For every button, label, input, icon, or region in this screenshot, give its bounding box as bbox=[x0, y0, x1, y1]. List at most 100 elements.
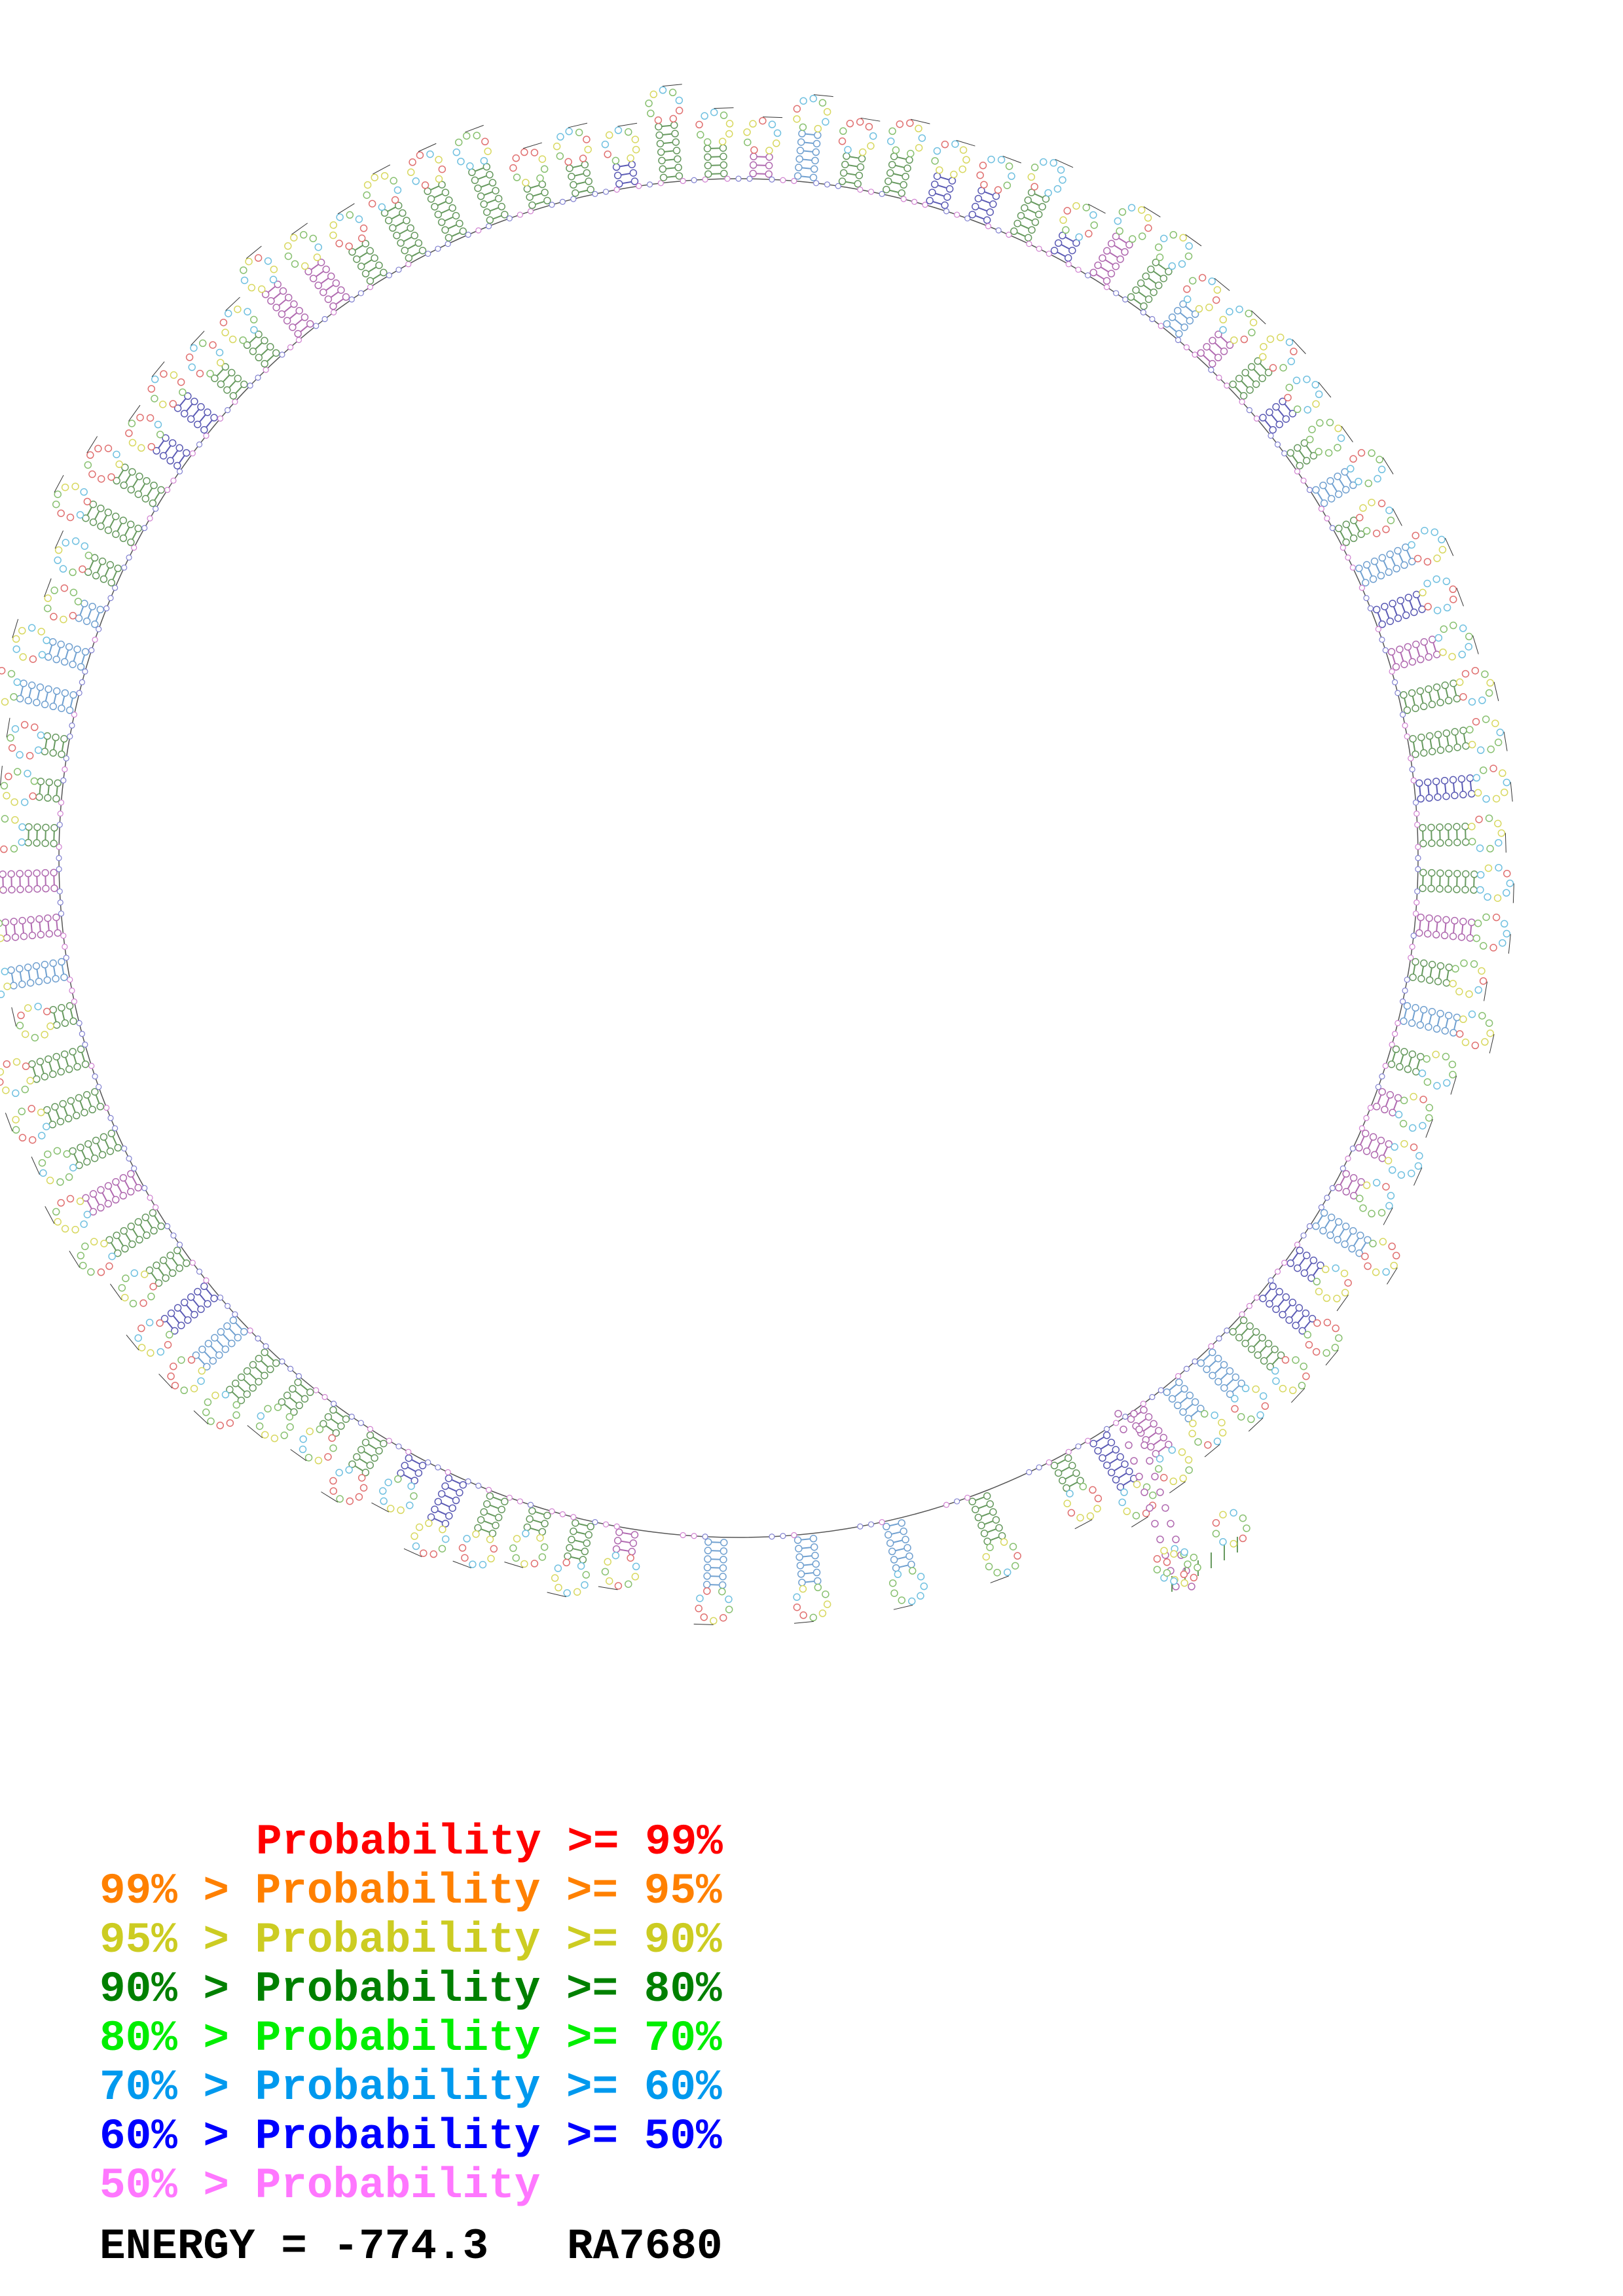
nucleotide bbox=[270, 265, 278, 274]
nucleotide bbox=[114, 564, 122, 573]
nucleotide bbox=[261, 360, 268, 368]
number-tick bbox=[54, 475, 64, 493]
nucleotide bbox=[52, 1208, 60, 1216]
nucleotide bbox=[1465, 632, 1473, 641]
nucleotide bbox=[1258, 1334, 1266, 1342]
linker-nucleotide bbox=[1085, 1437, 1091, 1444]
nucleotide bbox=[52, 500, 60, 509]
nucleotide bbox=[968, 1498, 976, 1505]
nucleotide bbox=[221, 1345, 230, 1354]
nucleotide bbox=[274, 280, 282, 289]
nucleotide bbox=[977, 1521, 985, 1530]
nucleotide bbox=[1382, 526, 1390, 533]
nucleotide bbox=[577, 1562, 585, 1570]
nucleotide bbox=[1132, 1511, 1140, 1520]
nucleotide bbox=[1436, 1009, 1444, 1018]
nucleotide bbox=[884, 177, 892, 185]
nucleotide bbox=[1079, 1482, 1087, 1490]
nucleotide bbox=[1481, 670, 1489, 678]
nucleotide bbox=[371, 1454, 378, 1462]
nucleotide bbox=[1459, 692, 1467, 701]
nucleotide bbox=[118, 1283, 126, 1292]
nucleotide bbox=[530, 149, 539, 156]
nucleotide bbox=[1183, 295, 1192, 304]
nucleotide bbox=[0, 920, 3, 927]
linker-nucleotide bbox=[103, 605, 110, 612]
nucleotide bbox=[44, 1150, 52, 1158]
nucleotide bbox=[1465, 990, 1473, 998]
nucleotide bbox=[441, 1482, 449, 1490]
nucleotide bbox=[1094, 1446, 1102, 1455]
nucleotide bbox=[391, 196, 399, 204]
nucleotide bbox=[52, 975, 60, 983]
nucleotide bbox=[1090, 221, 1099, 229]
nucleotide bbox=[390, 177, 397, 185]
nucleotide bbox=[1241, 1384, 1250, 1393]
nucleotide bbox=[1376, 456, 1383, 463]
nucleotide bbox=[1219, 326, 1227, 334]
nucleotide bbox=[1484, 864, 1493, 872]
nucleotide bbox=[136, 473, 143, 480]
nucleotide bbox=[1379, 1238, 1387, 1246]
nucleotide bbox=[380, 209, 389, 217]
nucleotide bbox=[1428, 636, 1436, 643]
number-tick bbox=[617, 122, 638, 127]
nucleotide bbox=[1470, 870, 1478, 878]
linker-nucleotide bbox=[985, 223, 992, 230]
linker-nucleotide bbox=[943, 1501, 950, 1508]
linker-nucleotide bbox=[1026, 241, 1032, 247]
nucleotide bbox=[1471, 1041, 1480, 1050]
nucleotide bbox=[185, 353, 194, 361]
nucleotide bbox=[498, 202, 505, 211]
nucleotide bbox=[958, 165, 966, 173]
nucleotide bbox=[1057, 166, 1065, 174]
nucleotide bbox=[24, 1004, 32, 1012]
nucleotide bbox=[89, 1190, 98, 1198]
nucleotide bbox=[568, 1535, 575, 1544]
linker-nucleotide bbox=[263, 367, 269, 373]
nucleotide bbox=[61, 689, 69, 697]
nucleotide bbox=[658, 156, 666, 165]
nucleotide bbox=[704, 153, 712, 161]
nucleotide bbox=[1252, 1385, 1260, 1393]
nucleotide bbox=[809, 1535, 818, 1543]
nucleotide bbox=[987, 155, 995, 164]
nucleotide bbox=[564, 1552, 572, 1560]
nucleotide bbox=[1392, 1045, 1400, 1053]
nucleotide bbox=[1190, 1553, 1198, 1562]
nucleotide bbox=[445, 234, 453, 242]
nucleotide bbox=[1506, 879, 1514, 888]
linker-nucleotide bbox=[867, 1521, 875, 1528]
nucleotide bbox=[867, 142, 875, 150]
nucleotide bbox=[1495, 863, 1503, 872]
nucleotide bbox=[795, 1553, 803, 1561]
nucleotide bbox=[1417, 655, 1425, 664]
nucleotide bbox=[719, 144, 727, 152]
nucleotide bbox=[366, 1431, 374, 1439]
nucleotide bbox=[206, 370, 214, 378]
legend-entry: Probability >= 99% bbox=[256, 1818, 723, 1867]
linker-nucleotide bbox=[1379, 636, 1385, 643]
nucleotide bbox=[573, 1588, 581, 1596]
nucleotide bbox=[473, 132, 481, 139]
nucleotide bbox=[295, 306, 303, 315]
nucleotide bbox=[1140, 302, 1148, 310]
nucleotide bbox=[1503, 929, 1511, 938]
nucleotide bbox=[1285, 338, 1294, 346]
nucleotide bbox=[554, 1564, 562, 1572]
nucleotide bbox=[35, 915, 43, 923]
nucleotide bbox=[1324, 449, 1333, 457]
nucleotide bbox=[1341, 1289, 1349, 1297]
nucleotide bbox=[41, 1073, 49, 1081]
backbone bbox=[58, 178, 1419, 1538]
nucleotide bbox=[1482, 795, 1490, 803]
nucleotide bbox=[1396, 596, 1404, 605]
nucleotide bbox=[37, 931, 45, 939]
nucleotide bbox=[1417, 1052, 1425, 1061]
nucleotide bbox=[211, 1334, 219, 1342]
nucleotide bbox=[615, 180, 623, 188]
linker-nucleotide bbox=[1318, 505, 1324, 512]
nucleotide bbox=[196, 369, 204, 378]
nucleotide bbox=[1064, 1454, 1072, 1462]
nucleotide bbox=[1322, 1349, 1330, 1357]
